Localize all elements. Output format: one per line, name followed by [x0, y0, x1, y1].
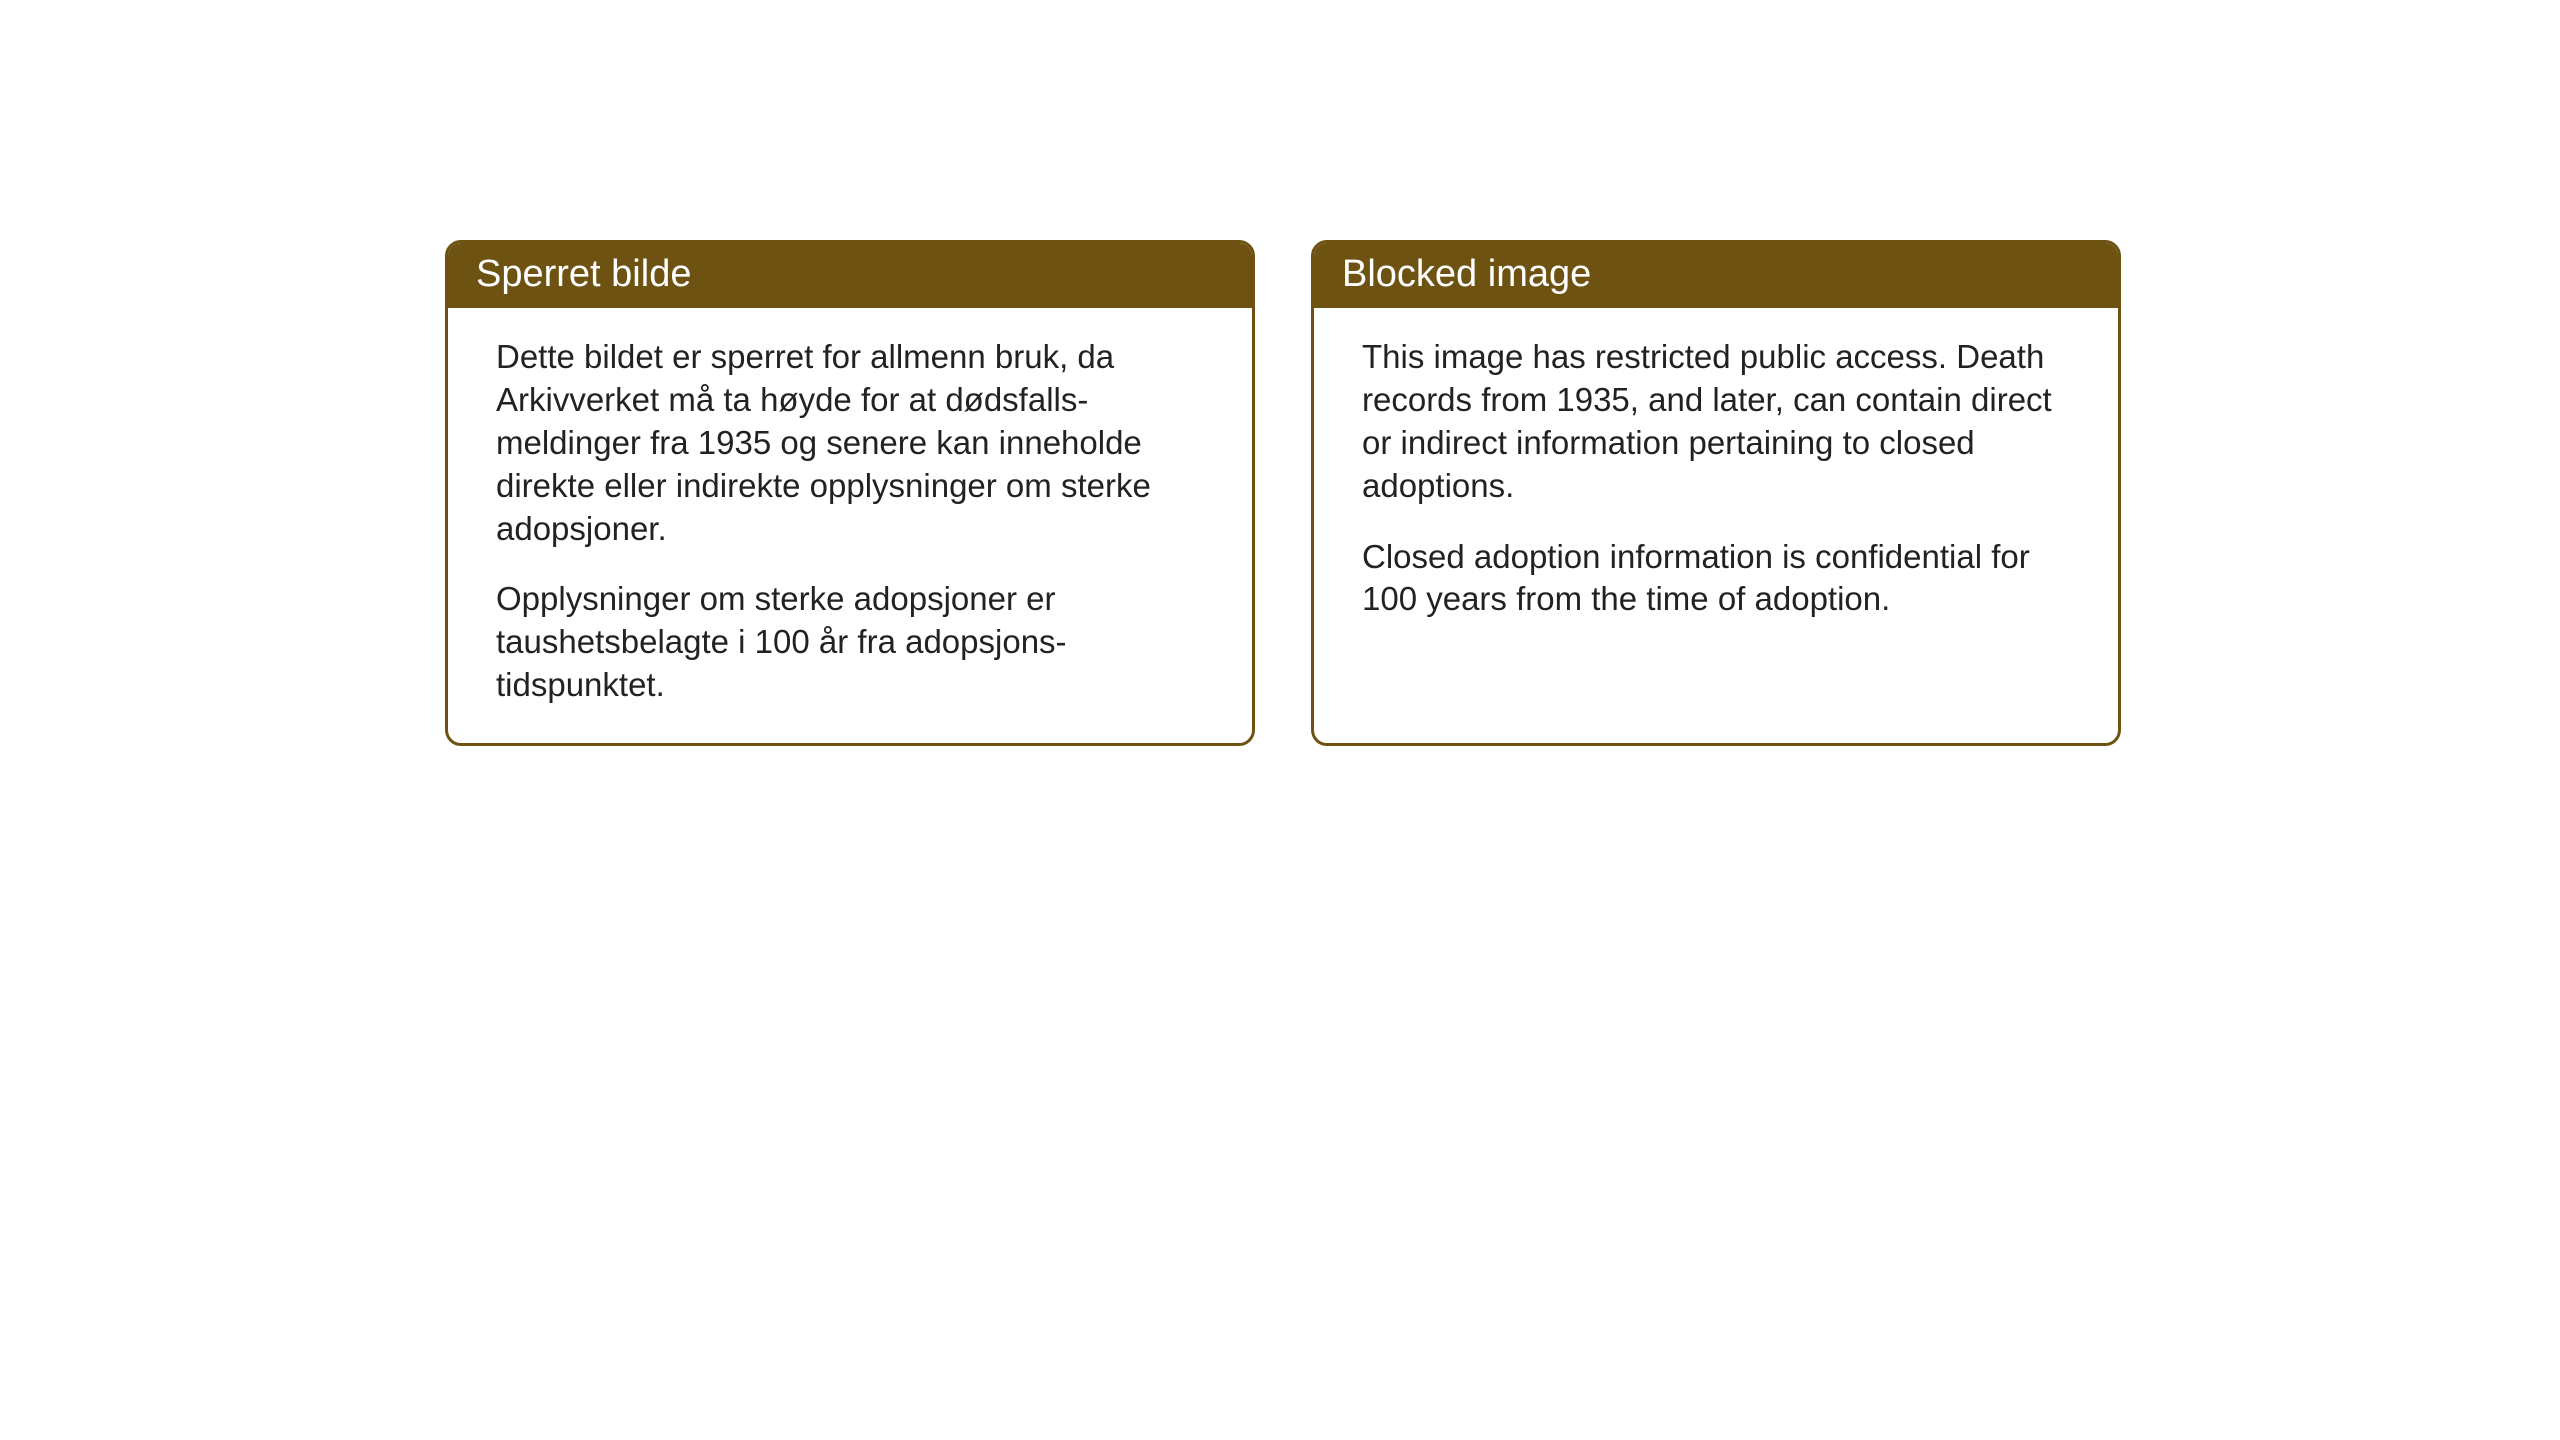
card-title-norwegian: Sperret bilde	[476, 253, 691, 295]
card-para1-english: This image has restricted public access.…	[1362, 336, 2076, 508]
card-header-norwegian: Sperret bilde	[448, 243, 1252, 308]
card-title-english: Blocked image	[1342, 253, 1591, 295]
card-header-english: Blocked image	[1314, 243, 2118, 308]
card-body-english: This image has restricted public access.…	[1314, 308, 2118, 657]
card-para2-norwegian: Opplysninger om sterke adopsjoner er tau…	[496, 578, 1210, 707]
notice-card-english: Blocked image This image has restricted …	[1311, 240, 2121, 746]
card-body-norwegian: Dette bildet er sperret for allmenn bruk…	[448, 308, 1252, 743]
notice-card-norwegian: Sperret bilde Dette bildet er sperret fo…	[445, 240, 1255, 746]
card-para2-english: Closed adoption information is confident…	[1362, 536, 2076, 622]
card-para1-norwegian: Dette bildet er sperret for allmenn bruk…	[496, 336, 1210, 550]
notice-cards-container: Sperret bilde Dette bildet er sperret fo…	[445, 240, 2121, 746]
